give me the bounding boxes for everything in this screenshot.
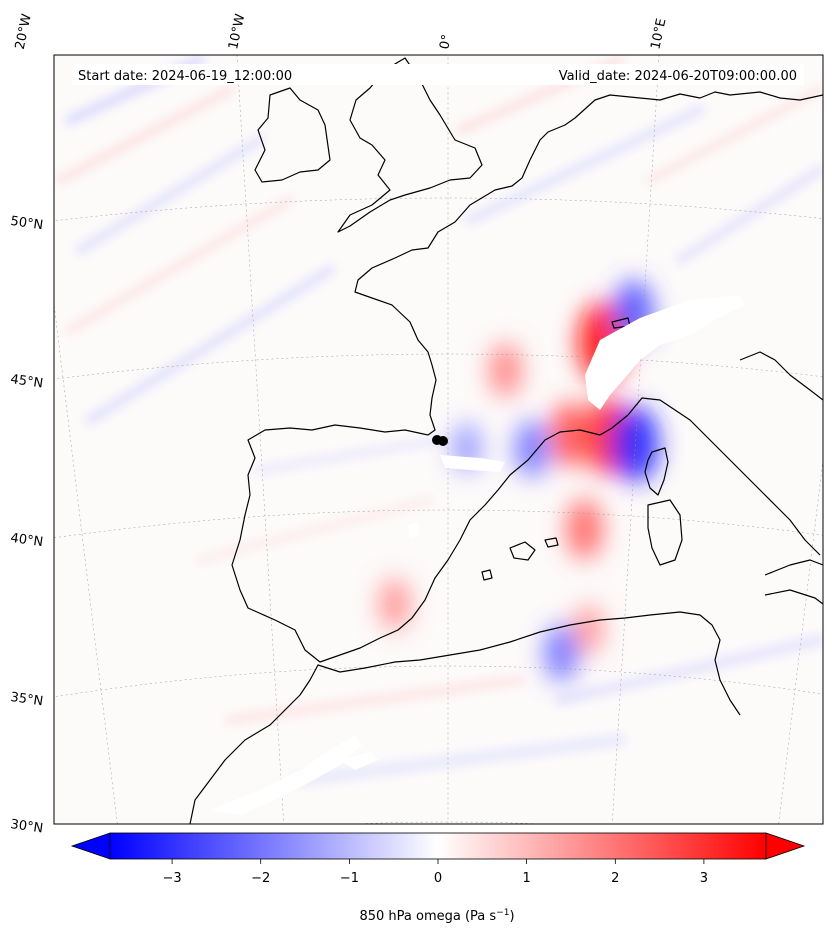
colorbar-tick-label: −2 — [251, 871, 270, 886]
omega-anomalies — [379, 280, 659, 682]
coast-iberia — [231, 424, 601, 663]
coast-sardinia — [647, 499, 683, 566]
parallel-line — [54, 509, 823, 539]
start-date-label: Start date: 2024-06-19_12:00:00 — [78, 69, 292, 84]
colorbar-label: 850 hPa omega (Pa s−1) — [359, 908, 514, 924]
parallel-line — [54, 353, 823, 380]
colorbar-tick-label: 0 — [434, 871, 442, 886]
colorbar-extend-min — [70, 832, 111, 860]
latitude-tick-label: 35°N — [9, 690, 44, 709]
coast-south-italy — [764, 559, 823, 576]
colorbar-tick-label: 2 — [611, 871, 619, 886]
omega-anomaly — [543, 624, 580, 682]
latitude-tick-label: 50°N — [9, 214, 44, 233]
latitude-tick-label: 30°N — [9, 817, 44, 836]
title-banner: Start date: 2024-06-19_12:00:00 Valid_da… — [72, 64, 804, 85]
meridian-line — [236, 55, 285, 824]
meridian-line — [54, 302, 118, 824]
graticule — [54, 55, 823, 824]
omega-field — [56, 55, 823, 786]
colorbar-extend-max — [765, 832, 806, 860]
terrain-mask — [210, 295, 745, 815]
map-frame — [53, 54, 824, 825]
colorbar-ticks: −3 −2 −1 0 1 2 3 — [163, 859, 708, 886]
mask-atlas-b — [340, 752, 378, 770]
station-marker — [432, 435, 448, 446]
parallel-line — [54, 197, 823, 222]
coast-balearic-menorca — [544, 537, 559, 548]
omega-anomaly — [565, 498, 604, 560]
coast-balearic-ibiza — [481, 569, 493, 581]
latitude-tick-label: 45°N — [9, 372, 44, 391]
meridian-line — [778, 458, 823, 824]
coast-great-britain — [337, 57, 483, 233]
longitude-tick-label: 10°E — [648, 17, 669, 51]
colorbar-tick-label: −3 — [163, 871, 182, 886]
meridian-line — [611, 55, 660, 824]
coast-france-north — [354, 91, 823, 436]
coast-north-africa — [189, 611, 741, 824]
coast-balearic-mallorca — [509, 541, 536, 561]
longitude-tick-label: 10°W — [226, 12, 248, 50]
colorbar-body — [109, 832, 767, 860]
colorbar-tick-label: 1 — [522, 871, 530, 886]
coast-ireland — [254, 87, 331, 183]
mask-alps — [585, 295, 745, 410]
omega-anomaly — [612, 406, 659, 483]
map-panel — [54, 55, 823, 824]
omega-anomaly — [550, 402, 590, 467]
colorbar: −3 −2 −1 0 1 2 3 850 hPa omega (Pa s−1) — [70, 832, 806, 924]
title-banner-bg — [72, 64, 804, 85]
mask-iberia-central — [408, 522, 420, 538]
mask-atlas-a — [210, 735, 362, 815]
omega-anomaly — [379, 578, 411, 630]
coast-sicily — [764, 589, 823, 605]
latitude-ticks: 50°N 45°N 40°N 35°N 30°N — [9, 214, 44, 837]
omega-anomaly — [514, 420, 550, 478]
coast-corsica — [644, 447, 669, 496]
longitude-tick-label: 0° — [437, 33, 455, 51]
valid-date-label: Valid_date: 2024-06-20T09:00:00.00 — [559, 69, 797, 84]
omega-anomaly — [488, 343, 523, 398]
mask-pyrenees — [440, 455, 505, 472]
coast-adriatic — [739, 351, 823, 401]
coastlines — [189, 57, 823, 824]
longitude-tick-label: 20°W — [13, 12, 35, 50]
omega-anomaly — [573, 604, 604, 654]
longitude-ticks: 20°W10°W0°10°E20°E — [13, 12, 670, 51]
latitude-tick-label: 40°N — [9, 531, 44, 550]
colorbar-tick-label: −1 — [340, 871, 359, 886]
coast-ligurian — [599, 397, 821, 556]
colorbar-tick-label: 3 — [700, 871, 708, 886]
